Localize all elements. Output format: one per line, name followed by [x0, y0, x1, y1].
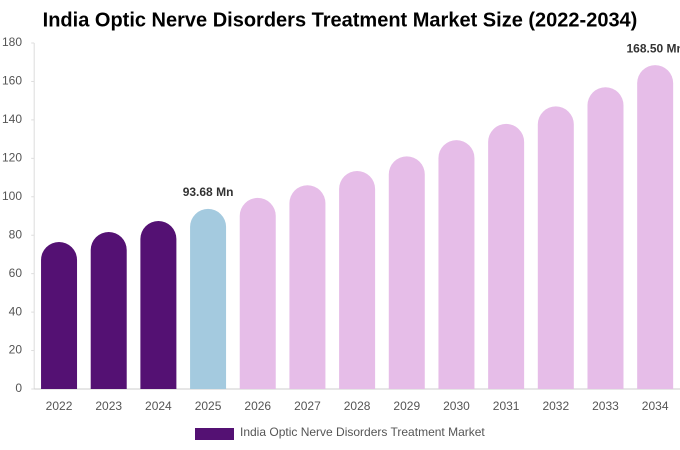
bar — [289, 185, 326, 389]
bar — [239, 197, 276, 389]
y-tick-label: 180 — [2, 35, 22, 49]
x-tick-label: 2022 — [46, 399, 73, 413]
x-tick-label: 2033 — [592, 399, 619, 413]
x-tick-label: 2025 — [195, 399, 222, 413]
bar — [438, 140, 475, 389]
y-tick-label: 100 — [2, 189, 22, 203]
bar — [41, 241, 78, 389]
chart-title: India Optic Nerve Disorders Treatment Ma… — [43, 9, 638, 31]
bar — [388, 156, 425, 389]
y-tick-label: 0 — [15, 381, 22, 395]
x-tick-label: 2027 — [294, 399, 321, 413]
bar — [537, 106, 574, 389]
x-tick-label: 2023 — [95, 399, 122, 413]
x-tick-label: 2024 — [145, 399, 172, 413]
data-label: 168.50 Mn — [626, 41, 680, 55]
legend-label: India Optic Nerve Disorders Treatment Ma… — [240, 425, 485, 439]
x-tick-label: 2026 — [244, 399, 271, 413]
data-label: 93.68 Mn — [183, 185, 234, 199]
bar — [488, 123, 525, 389]
bar — [637, 65, 674, 389]
x-tick-label: 2032 — [542, 399, 569, 413]
legend-swatch — [195, 428, 234, 440]
y-tick-label: 40 — [9, 304, 23, 318]
bar — [190, 208, 227, 389]
bar — [140, 220, 177, 389]
y-tick-label: 20 — [9, 343, 23, 357]
x-tick-label: 2028 — [344, 399, 371, 413]
bar — [587, 87, 624, 389]
x-tick-label: 2031 — [493, 399, 520, 413]
y-tick-label: 60 — [9, 266, 23, 280]
y-tick-label: 80 — [9, 227, 23, 241]
y-tick-label: 140 — [2, 112, 22, 126]
y-tick-label: 160 — [2, 74, 22, 88]
bar — [339, 171, 376, 389]
x-tick-label: 2034 — [642, 399, 669, 413]
bar — [90, 231, 127, 389]
x-tick-label: 2030 — [443, 399, 470, 413]
x-tick-label: 2029 — [393, 399, 420, 413]
y-tick-label: 120 — [2, 151, 22, 165]
